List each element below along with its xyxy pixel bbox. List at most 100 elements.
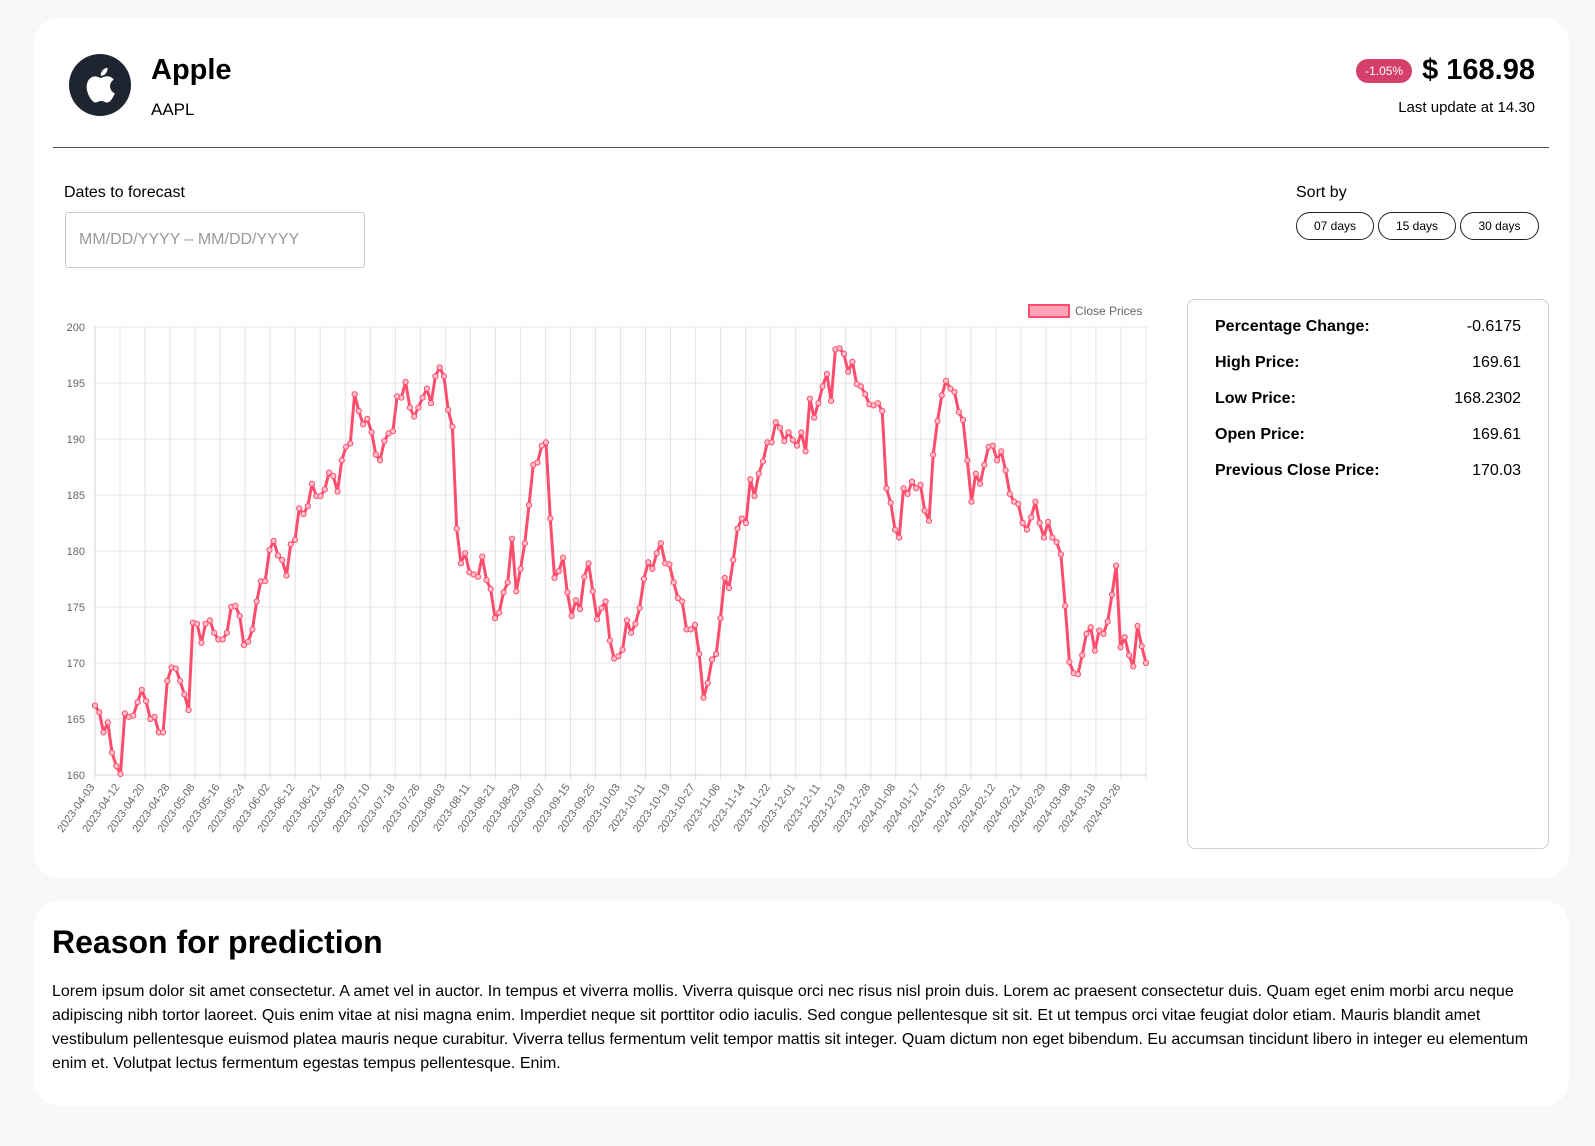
data-point [100, 729, 107, 736]
data-point [568, 612, 575, 620]
data-point [342, 443, 350, 450]
data-point [406, 404, 413, 411]
data-point [828, 397, 835, 405]
data-point [930, 451, 937, 458]
data-point [262, 578, 269, 585]
data-point [321, 486, 328, 493]
data-point [504, 579, 511, 586]
stat-value: 170.03 [1472, 462, 1521, 479]
data-point [121, 710, 128, 717]
data-point [198, 639, 205, 646]
data-point [891, 526, 899, 533]
data-point [249, 626, 256, 633]
data-point [347, 440, 354, 447]
stat-row-low-price: Low Price: 168.2302 [1215, 390, 1521, 426]
data-point [696, 650, 703, 658]
company-name: Apple [151, 54, 232, 86]
data-point [917, 481, 924, 488]
data-point [691, 621, 699, 628]
data-point [1083, 630, 1090, 637]
data-point [632, 620, 639, 627]
data-point [687, 626, 694, 633]
stat-label: Low Price: [1215, 390, 1296, 407]
data-point [419, 394, 426, 401]
data-point [1100, 630, 1107, 637]
ticker-symbol: AAPL [151, 100, 195, 119]
data-point [772, 419, 779, 426]
data-point [819, 383, 826, 390]
data-point [500, 589, 507, 596]
header-divider [53, 147, 1549, 148]
data-point [462, 550, 469, 557]
data-point [334, 488, 341, 495]
data-point [670, 579, 677, 586]
stat-row-percentage-change: Percentage Change: -0.6175 [1215, 318, 1521, 354]
data-point [598, 605, 605, 612]
sort-label: Sort by [1296, 184, 1347, 201]
data-point [1142, 659, 1150, 667]
data-point [1023, 526, 1031, 533]
data-point [968, 498, 975, 505]
data-point [308, 480, 316, 487]
stat-value: 168.2302 [1454, 390, 1521, 407]
last-update-text: Last update at 14.30 [1398, 99, 1535, 116]
data-point [815, 400, 822, 407]
data-point [1108, 591, 1116, 598]
data-point [959, 416, 967, 424]
stat-row-open-price: Open Price: 169.61 [1215, 426, 1521, 462]
data-point [836, 345, 843, 352]
change-badge: -1.05% [1356, 58, 1413, 83]
stat-label: Percentage Change: [1215, 318, 1370, 335]
sort-15-days-button[interactable]: 15 days [1378, 212, 1456, 240]
data-point [730, 556, 737, 564]
data-point [1040, 534, 1048, 541]
data-point [138, 686, 145, 693]
data-point [338, 457, 345, 464]
y-tick-label: 195 [67, 378, 85, 390]
date-range-input[interactable] [65, 212, 365, 268]
data-point [747, 476, 754, 483]
data-point [751, 493, 758, 500]
data-point [236, 612, 243, 620]
data-point [240, 642, 247, 649]
data-point [900, 485, 907, 492]
data-point [194, 620, 201, 627]
data-point [113, 762, 120, 770]
data-point [823, 370, 831, 378]
data-point [713, 650, 720, 658]
data-point [206, 617, 213, 624]
data-point [1096, 627, 1103, 634]
sort-7-days-button[interactable]: 07 days [1296, 212, 1374, 240]
company-logo [69, 54, 131, 116]
data-point [989, 442, 996, 449]
data-point [445, 406, 452, 414]
apple-logo-icon [86, 67, 115, 103]
data-point [1045, 518, 1052, 525]
data-point [674, 594, 682, 602]
data-point [360, 421, 367, 428]
data-point [849, 358, 856, 365]
data-point [1036, 519, 1043, 527]
reason-text: Lorem ipsum dolor sit amet consectetur. … [52, 983, 1529, 1072]
legend-swatch [1028, 304, 1070, 318]
data-point [104, 719, 111, 726]
data-point [317, 493, 324, 500]
data-point [1130, 663, 1137, 670]
data-point [938, 392, 945, 399]
data-point [721, 574, 728, 581]
data-point [840, 350, 848, 358]
data-point [185, 706, 192, 714]
data-point [513, 588, 520, 595]
data-point [811, 414, 818, 421]
data-point [551, 574, 558, 581]
data-point [372, 451, 379, 458]
data-point [560, 554, 567, 561]
sort-30-days-button[interactable]: 30 days [1460, 212, 1539, 240]
data-point [223, 629, 230, 636]
data-point [972, 470, 979, 477]
data-point [585, 560, 592, 567]
data-point [304, 503, 311, 510]
data-point [704, 680, 711, 687]
data-point [279, 556, 286, 564]
data-point [904, 490, 911, 497]
